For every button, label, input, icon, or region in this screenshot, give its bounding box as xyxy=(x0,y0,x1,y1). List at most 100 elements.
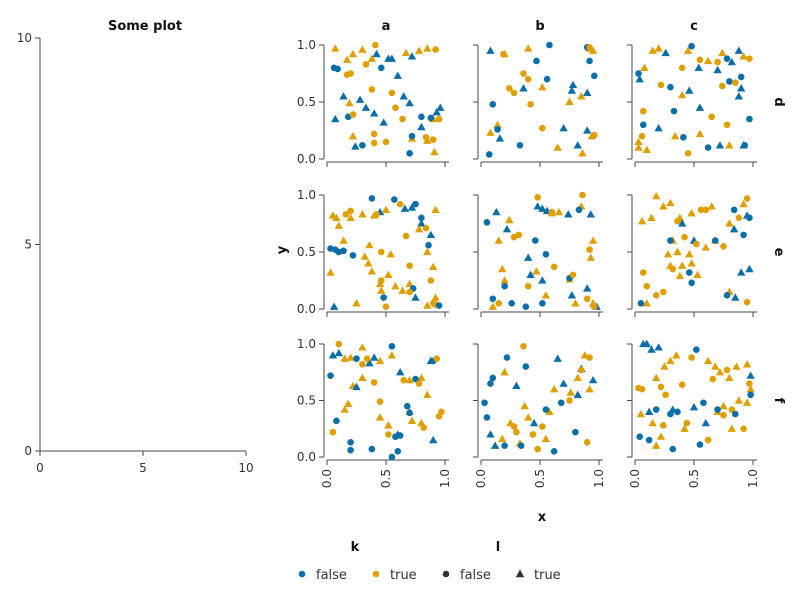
facet-row-label-e: e xyxy=(771,248,786,257)
data-point-circle xyxy=(388,342,396,350)
data-point-triangle xyxy=(370,109,379,117)
data-point-circle xyxy=(700,399,707,407)
data-point-triangle xyxy=(644,407,654,415)
data-point-circle xyxy=(483,414,491,421)
facet-col-label-a: a xyxy=(382,19,391,34)
data-point-triangle xyxy=(345,98,354,107)
left-x-tick-label: 0 xyxy=(36,461,44,475)
data-point-triangle xyxy=(642,145,651,154)
data-point-triangle xyxy=(331,114,340,123)
data-point-triangle xyxy=(637,217,647,225)
data-point-triangle xyxy=(703,56,713,65)
data-point-triangle xyxy=(703,356,713,365)
facet-col-label-c: c xyxy=(690,19,698,34)
data-point-triangle xyxy=(486,46,495,54)
data-point-circle xyxy=(681,233,688,241)
data-point-circle xyxy=(368,445,376,453)
left-x-tick-label: 5 xyxy=(139,461,147,475)
data-point-circle xyxy=(704,144,712,151)
data-point-triangle xyxy=(372,49,381,58)
data-point-triangle xyxy=(727,424,736,432)
data-point-triangle xyxy=(585,385,594,393)
data-point-triangle xyxy=(654,44,663,52)
data-point-circle xyxy=(542,406,550,413)
data-point-circle xyxy=(368,195,376,202)
data-point-triangle xyxy=(498,434,507,443)
data-point-circle xyxy=(543,75,551,83)
data-point-circle xyxy=(510,423,518,430)
data-point-triangle xyxy=(524,413,533,421)
data-point-triangle xyxy=(500,368,509,376)
data-point-circle xyxy=(524,282,532,290)
data-point-triangle xyxy=(685,250,694,258)
data-point-circle xyxy=(353,355,360,362)
data-point-circle xyxy=(334,65,341,73)
data-point-circle xyxy=(737,73,745,81)
data-point-triangle xyxy=(423,390,432,398)
data-point-triangle xyxy=(387,351,397,359)
data-point-circle xyxy=(531,237,539,244)
data-point-triangle xyxy=(520,401,529,410)
legend-k-true-label: true xyxy=(390,568,417,583)
data-point-triangle xyxy=(370,353,379,361)
data-point-triangle xyxy=(346,353,355,361)
data-point-circle xyxy=(385,431,392,438)
data-point-triangle xyxy=(405,279,414,288)
data-point-triangle xyxy=(729,225,739,233)
data-point-circle xyxy=(652,292,660,299)
data-point-circle xyxy=(376,398,384,405)
data-point-triangle xyxy=(436,103,445,111)
data-point-triangle xyxy=(588,375,598,384)
data-point-circle xyxy=(399,115,406,123)
data-point-circle xyxy=(522,303,530,311)
facet-x-tick-label: 0.5 xyxy=(687,469,701,488)
data-point-triangle xyxy=(567,86,577,94)
left-x-tick-label: 10 xyxy=(238,461,253,475)
data-point-triangle xyxy=(529,418,539,427)
left-plot-title: Some plot xyxy=(108,19,182,34)
data-point-circle xyxy=(683,419,691,427)
data-point-triangle xyxy=(549,385,559,393)
data-point-circle xyxy=(667,237,674,244)
data-point-circle xyxy=(740,231,747,239)
data-point-triangle xyxy=(395,368,405,376)
data-point-triangle xyxy=(414,225,424,233)
data-point-triangle xyxy=(578,149,587,157)
data-point-triangle xyxy=(423,247,432,256)
data-point-triangle xyxy=(326,268,335,276)
facet-y-tick-label: 0.0 xyxy=(297,152,316,166)
data-point-triangle xyxy=(500,276,509,284)
data-point-triangle xyxy=(577,92,586,100)
data-point-triangle xyxy=(678,90,687,99)
data-point-circle xyxy=(370,139,378,147)
facet-y-tick-label: 0.5 xyxy=(297,394,316,408)
data-point-circle xyxy=(586,57,593,65)
data-point-triangle xyxy=(654,124,663,132)
data-point-circle xyxy=(377,64,385,72)
data-point-circle xyxy=(578,366,585,374)
data-point-circle xyxy=(720,411,727,419)
data-point-triangle xyxy=(494,236,503,244)
data-point-triangle xyxy=(398,286,407,294)
data-point-triangle xyxy=(431,205,440,213)
data-point-circle xyxy=(534,193,541,201)
data-point-triangle xyxy=(559,379,568,387)
legend-l-true-label: true xyxy=(534,568,561,583)
data-point-circle xyxy=(669,445,677,453)
data-point-circle xyxy=(433,355,441,362)
left-y-tick-label: 5 xyxy=(24,238,32,252)
data-point-circle xyxy=(660,288,667,296)
data-point-circle xyxy=(678,381,686,388)
facet-y-tick-label: 0.5 xyxy=(297,245,316,259)
data-point-circle xyxy=(438,408,445,416)
data-point-circle xyxy=(515,231,523,239)
data-point-triangle xyxy=(672,351,681,359)
data-point-circle xyxy=(363,355,371,362)
data-point-triangle xyxy=(401,48,411,57)
data-point-circle xyxy=(693,346,700,353)
data-point-triangle xyxy=(634,137,643,146)
data-point-triangle xyxy=(564,210,573,218)
legend-l-title: l xyxy=(496,540,500,555)
data-point-triangle xyxy=(414,46,424,54)
data-point-circle xyxy=(719,82,726,90)
